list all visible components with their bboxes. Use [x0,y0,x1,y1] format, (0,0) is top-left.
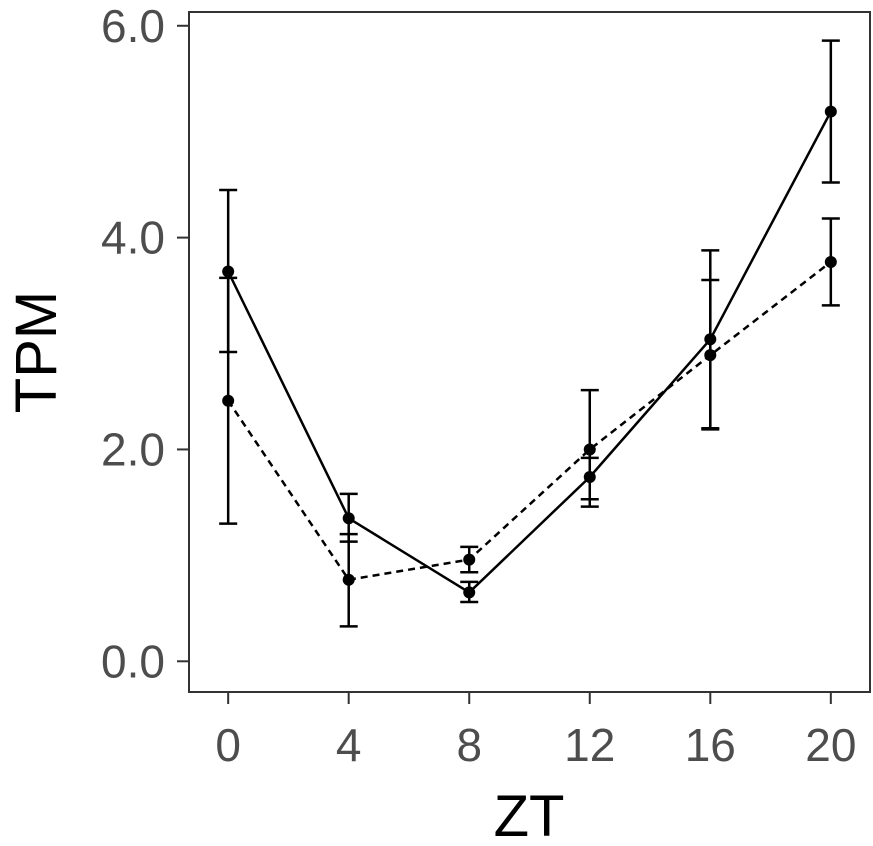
data-point [463,586,476,599]
x-tick-label: 12 [564,719,615,771]
data-point [342,573,355,586]
x-tick-label: 20 [805,719,856,771]
data-point [342,512,355,525]
plot-panel-border [188,11,871,693]
data-point [704,349,717,362]
data-point [222,394,235,407]
series-line [227,110,832,595]
data-point [583,443,596,456]
y-tick-label: 6.0 [101,0,165,52]
x-tick-label: 4 [336,719,362,771]
x-axis-title: ZT [494,784,565,846]
x-axis: 0 4 8 12 16 20 [215,692,856,771]
x-tick-label: 8 [456,719,482,771]
series-dashed [219,217,840,628]
y-tick-label: 4.0 [101,212,165,264]
y-axis-title: TPM [4,291,69,413]
y-axis: 0.0 2.0 4.0 6.0 [101,0,189,687]
data-point [222,265,235,278]
data-point [463,553,476,566]
x-tick-label: 16 [685,719,736,771]
data-point [824,255,837,268]
y-tick-label: 0.0 [101,635,165,687]
x-tick-label: 0 [215,719,241,771]
data-point [824,105,837,118]
series-layer [219,39,840,628]
series-solid [219,39,840,604]
series-line [227,260,832,582]
y-tick-label: 2.0 [101,423,165,475]
